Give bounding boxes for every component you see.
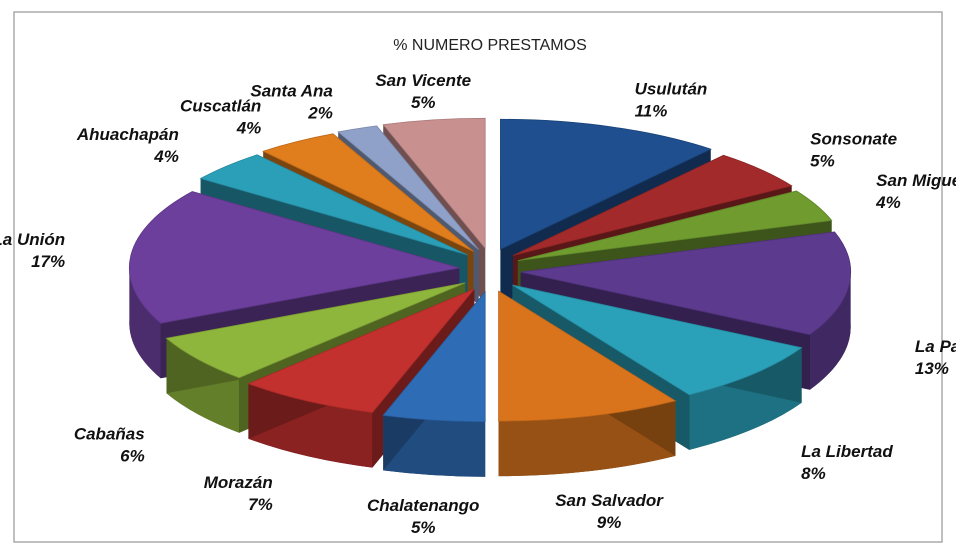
label-value: 4% <box>875 193 901 212</box>
label-value: 7% <box>248 495 273 514</box>
label-value: 17% <box>31 252 65 271</box>
slice <box>512 284 803 396</box>
data-label: Santa Ana 2% <box>250 81 333 122</box>
label-name: Sonsonate <box>810 129 897 148</box>
label-value: 5% <box>810 151 835 170</box>
label-name: Chalatenango <box>367 496 479 515</box>
label-name: Santa Ana <box>250 81 333 100</box>
slice <box>199 154 468 256</box>
data-label: San Vicente 5% <box>375 71 471 112</box>
label-name: La Paz <box>915 337 956 356</box>
label-name: La Libertad <box>801 442 893 461</box>
data-label: San Salvador 9% <box>555 491 664 532</box>
label-name: Cabañas <box>74 425 145 444</box>
slice <box>247 288 475 413</box>
slice-side <box>809 272 851 390</box>
label-value: 11% <box>635 102 668 121</box>
slice <box>128 191 460 324</box>
slice <box>512 154 793 256</box>
label-value: 2% <box>307 103 333 122</box>
slice <box>337 125 479 250</box>
label-value: 13% <box>915 359 949 378</box>
label-value: 6% <box>120 447 145 466</box>
data-label: Ahuachapán 4% <box>76 125 179 166</box>
slice <box>262 133 474 252</box>
label-value: 9% <box>597 513 622 532</box>
slice <box>517 190 833 262</box>
slice <box>165 282 466 379</box>
label-name: Cuscatlán <box>180 97 261 116</box>
label-name: La Unión <box>0 230 65 249</box>
label-value: 4% <box>153 147 179 166</box>
label-value: 5% <box>411 93 436 112</box>
data-label: Sonsonate 5% <box>810 129 897 170</box>
label-name: Usulután <box>635 80 708 99</box>
slice <box>382 117 486 250</box>
data-label: Cuscatlán 4% <box>180 97 261 138</box>
data-label: Chalatenango 5% <box>367 496 479 537</box>
data-label: La Unión 17% <box>0 230 65 271</box>
data-label: Cabañas 6% <box>74 425 145 466</box>
label-name: San Vicente <box>375 71 471 90</box>
slice-side <box>129 267 161 379</box>
label-value: 5% <box>411 518 436 537</box>
slice <box>500 118 712 250</box>
chart-title: % NUMERO PRESTAMOS <box>393 37 587 54</box>
label-name: Ahuachapán <box>76 125 179 144</box>
label-name: Morazán <box>204 473 273 492</box>
slice <box>520 231 852 336</box>
data-label: Usulután 11% <box>635 80 708 121</box>
data-label: San Miguel 4% <box>875 171 956 212</box>
label-value: 8% <box>801 464 826 483</box>
data-label: La Paz 13% <box>915 337 956 378</box>
label-name: San Miguel <box>876 171 956 190</box>
data-label: Morazán 7% <box>204 473 273 514</box>
slice <box>382 290 486 423</box>
slice <box>498 290 677 422</box>
label-value: 4% <box>236 119 262 138</box>
label-name: San Salvador <box>555 491 664 510</box>
data-label: La Libertad 8% <box>801 442 893 483</box>
